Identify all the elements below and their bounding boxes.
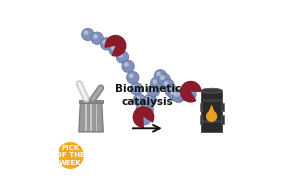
- Circle shape: [152, 79, 157, 84]
- Circle shape: [118, 53, 123, 58]
- Circle shape: [124, 62, 129, 67]
- Circle shape: [143, 105, 148, 110]
- Circle shape: [178, 90, 183, 95]
- Wedge shape: [133, 106, 154, 128]
- Circle shape: [144, 94, 156, 106]
- Circle shape: [132, 85, 137, 89]
- Circle shape: [109, 43, 121, 56]
- Text: Biomimetic
catalysis: Biomimetic catalysis: [115, 84, 181, 107]
- Circle shape: [154, 70, 167, 82]
- FancyBboxPatch shape: [201, 91, 222, 132]
- Circle shape: [133, 94, 145, 106]
- Circle shape: [165, 84, 178, 97]
- Circle shape: [170, 90, 175, 95]
- Bar: [90, 105, 92, 131]
- Circle shape: [183, 87, 187, 91]
- Circle shape: [130, 83, 143, 95]
- Circle shape: [57, 142, 84, 169]
- Circle shape: [174, 92, 179, 97]
- Circle shape: [147, 84, 160, 97]
- Circle shape: [93, 34, 98, 39]
- Circle shape: [184, 88, 196, 101]
- Circle shape: [129, 74, 133, 78]
- Bar: [200, 115, 202, 124]
- Circle shape: [127, 71, 139, 84]
- Bar: [221, 103, 224, 112]
- Circle shape: [149, 87, 154, 91]
- Circle shape: [136, 103, 148, 116]
- Bar: [221, 115, 224, 124]
- Circle shape: [100, 38, 113, 50]
- Circle shape: [111, 45, 116, 50]
- Bar: [95, 105, 97, 131]
- Circle shape: [81, 28, 94, 41]
- Circle shape: [206, 111, 217, 122]
- Bar: [201, 120, 222, 123]
- Wedge shape: [180, 81, 202, 103]
- Circle shape: [176, 88, 189, 101]
- Text: PICK
OF THE
WEEK: PICK OF THE WEEK: [56, 145, 85, 166]
- Circle shape: [146, 96, 151, 101]
- Circle shape: [158, 73, 170, 86]
- Circle shape: [84, 30, 88, 35]
- Circle shape: [102, 40, 107, 44]
- Polygon shape: [208, 105, 215, 113]
- Bar: [89, 98, 93, 100]
- Circle shape: [141, 103, 153, 116]
- Bar: [79, 100, 103, 103]
- Circle shape: [167, 87, 172, 91]
- Circle shape: [181, 84, 193, 97]
- Circle shape: [91, 32, 103, 44]
- Circle shape: [122, 60, 134, 73]
- Ellipse shape: [201, 88, 222, 93]
- Wedge shape: [105, 35, 126, 57]
- Bar: [200, 103, 202, 112]
- Circle shape: [156, 72, 161, 76]
- Bar: [85, 105, 87, 131]
- Circle shape: [186, 90, 191, 95]
- Circle shape: [150, 77, 163, 89]
- Circle shape: [162, 79, 174, 91]
- Circle shape: [164, 81, 168, 86]
- Circle shape: [138, 105, 143, 110]
- Circle shape: [160, 75, 165, 80]
- Circle shape: [172, 90, 185, 103]
- Polygon shape: [79, 103, 103, 132]
- Circle shape: [138, 113, 151, 125]
- Circle shape: [141, 115, 145, 119]
- Circle shape: [116, 51, 129, 63]
- Circle shape: [135, 96, 140, 101]
- Circle shape: [168, 88, 181, 101]
- Bar: [201, 99, 222, 102]
